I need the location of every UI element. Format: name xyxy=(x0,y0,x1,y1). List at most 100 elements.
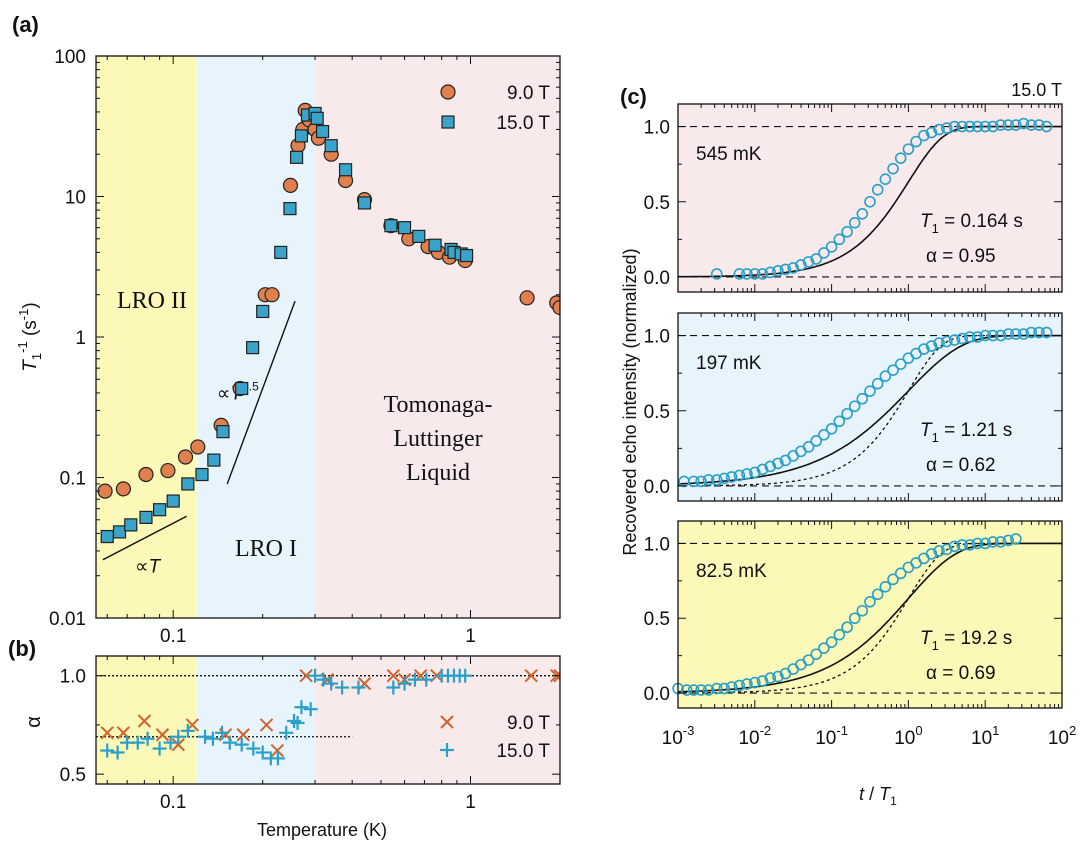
region-label-2-line-2: Liquid xyxy=(406,460,470,486)
alpha-15T-26 xyxy=(335,680,350,695)
region-label-0-line-0: LRO II xyxy=(117,288,187,314)
subpanel-0-point-3 xyxy=(748,268,761,280)
subpanel-0-point-33 xyxy=(979,120,992,133)
subpanel-1-point-36 xyxy=(956,332,968,345)
panel-c-x-tick-5: 102 xyxy=(1048,723,1076,749)
point-15T-31 xyxy=(459,248,474,263)
subpanel-0-point-2 xyxy=(741,268,753,280)
subpanel-1-point-8 xyxy=(741,468,753,480)
subpanel-2-point-2 xyxy=(687,684,700,696)
subpanel-1-point-34 xyxy=(940,335,953,348)
subpanel-1-point-2 xyxy=(695,475,707,488)
subpanel-2-point-37 xyxy=(956,539,968,551)
subpanel-0-point-37 xyxy=(1010,119,1022,131)
point-15T-11 xyxy=(246,341,260,355)
subpanel-1-point-22 xyxy=(848,400,861,413)
panel-c-x-tick-2: 10-1 xyxy=(815,723,848,749)
point-9T-3 xyxy=(160,462,176,479)
legend-a-label-1: 15.0 T xyxy=(496,113,550,134)
subpanel-0-point-5 xyxy=(764,266,777,279)
alpha-15T-36 xyxy=(458,668,473,683)
panel-c-x-tick-3: 100 xyxy=(894,723,922,749)
panel-c: 15.0 T 0.0 0.5 1.0 545 mK T1 = 0.164 s α = 0.… xyxy=(620,80,1076,808)
subpanel-1-y-tick-0: 0.0 xyxy=(644,477,670,498)
panel-label-b: (b) xyxy=(8,636,36,661)
subpanel-bg-0 xyxy=(678,104,1062,292)
alpha-15T-14 xyxy=(246,741,261,756)
region-label-2-line-1: Luttinger xyxy=(393,426,482,452)
subpanel-0-point-31 xyxy=(964,120,976,133)
subpanel-1-point-5 xyxy=(718,472,731,485)
panel-a-x-tick-1: 1 xyxy=(465,626,476,647)
point-15T-23 xyxy=(357,196,372,210)
point-15T-19 xyxy=(310,111,324,125)
alpha-9T-8 xyxy=(259,718,274,732)
subpanel-2-point-40 xyxy=(979,537,992,550)
alpha-9T-17 xyxy=(524,668,538,683)
panel-b-x-axis-label: Temperature (K) xyxy=(257,820,387,840)
alpha-15T-3 xyxy=(130,735,145,750)
subpanel-1-point-19 xyxy=(825,423,838,435)
point-9T-10 xyxy=(282,177,299,193)
subpanel-1-point-47 xyxy=(1040,326,1053,339)
point-15T-24 xyxy=(384,219,398,233)
point-15T-4 xyxy=(152,503,167,517)
alpha-9T-13 xyxy=(386,668,401,683)
subpanel-2-point-42 xyxy=(994,536,1007,548)
alpha-9T-19 xyxy=(553,668,560,683)
subpanel-2-point-28 xyxy=(887,573,899,586)
subpanel-0-point-38 xyxy=(1017,117,1030,130)
point-9T-1 xyxy=(115,481,131,497)
panel-c-y-axis-label: Recovered echo intensity (normalized) xyxy=(620,248,640,555)
subpanel-1-point-37 xyxy=(964,331,976,343)
subpanel-1-y-tick-1: 0.5 xyxy=(644,402,670,423)
alpha-15T-29 xyxy=(397,676,412,691)
point-15T-6 xyxy=(181,477,195,491)
alpha-15T-27 xyxy=(351,680,366,695)
subpanel-2-point-26 xyxy=(871,588,884,601)
subpanel-0-point-23 xyxy=(902,143,915,155)
point-15T-7 xyxy=(195,467,209,482)
subpanel-2-point-10 xyxy=(748,676,761,689)
subpanel-0-point-11 xyxy=(810,253,823,265)
alpha-15T-15 xyxy=(255,745,270,760)
point-15T-9 xyxy=(216,425,230,439)
guide-line-1 xyxy=(226,300,296,485)
panel-label-c: (c) xyxy=(620,84,647,109)
subpanel-1-point-41 xyxy=(994,329,1007,342)
panel-a-y-tick-1: 0.1 xyxy=(60,469,86,490)
subpanel-2-point-17 xyxy=(802,654,815,666)
subpanel-2-point-35 xyxy=(940,543,953,556)
point-15T-14 xyxy=(283,202,297,216)
subpanel-2-point-34 xyxy=(933,545,945,557)
alpha-15T-12 xyxy=(222,735,237,750)
subpanel-1-point-46 xyxy=(1033,326,1045,339)
subpanel-1-point-43 xyxy=(1010,328,1022,340)
alpha-15T-10 xyxy=(205,731,220,746)
alpha-15T-7 xyxy=(171,729,186,744)
subpanel-2-point-24 xyxy=(856,604,869,617)
subpanel-1-point-38 xyxy=(971,331,984,343)
alpha-15T-4 xyxy=(140,731,155,746)
panel-c-x-tick-0: 10-3 xyxy=(662,723,695,749)
panel-b-y-tick-1: 1.0 xyxy=(60,667,86,688)
subpanel-1-point-39 xyxy=(979,329,992,342)
subpanel-1-point-1 xyxy=(687,475,700,488)
point-15T-13 xyxy=(274,245,288,260)
panel-b-y-axis-label: α xyxy=(23,716,45,728)
subpanel-0-point-16 xyxy=(848,217,861,229)
panel-b: 0.5 1.0 0.1 1 9.0 T 15.0 T α Temperature (K) xyxy=(23,655,561,840)
legend-a-label-0: 9.0 T xyxy=(507,83,550,104)
subpanel-1-point-28 xyxy=(894,358,907,370)
subpanel-2-y-tick-0: 0.0 xyxy=(644,684,670,705)
subpanel-2-temp-label: 82.5 mK xyxy=(696,561,767,582)
legend-b-marker-0 xyxy=(440,715,454,729)
alpha-15T-1 xyxy=(110,745,125,760)
subpanel-0-point-35 xyxy=(994,119,1007,131)
subpanel-1-point-24 xyxy=(864,385,876,398)
subpanel-1-point-6 xyxy=(725,471,738,483)
alpha-15T-22 xyxy=(303,702,318,717)
subpanel-2-point-18 xyxy=(810,648,823,660)
subpanel-2-y-tick-2: 1.0 xyxy=(644,534,670,555)
subpanel-1-point-32 xyxy=(925,340,938,352)
